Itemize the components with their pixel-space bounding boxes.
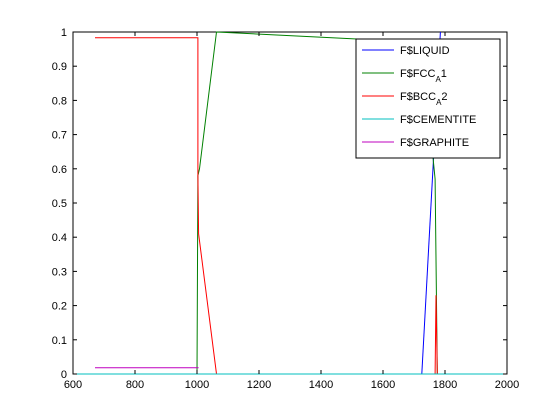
y-tick-label: 1: [61, 27, 67, 39]
y-tick-label: 0.8: [52, 95, 67, 107]
y-axis: 0 0.1 0.2 0.3 0.4 0.5 0.6 0.7 0.8 0.9 1: [52, 27, 507, 381]
x-tick-label: 600: [64, 379, 82, 391]
x-axis: 600 800 1000 1200 1400 1600 1800 2000: [64, 32, 519, 391]
y-tick-label: 0.6: [52, 164, 67, 176]
series-line-2: [95, 37, 438, 375]
x-tick-label: 1000: [185, 379, 209, 391]
x-tick-label: 1400: [309, 379, 333, 391]
legend-label-0: F$LIQUID: [400, 45, 450, 57]
x-tick-label: 1600: [371, 379, 395, 391]
x-tick-label: 800: [126, 379, 144, 391]
y-tick-label: 0.9: [52, 61, 67, 73]
y-tick-label: 0: [61, 369, 67, 381]
legend-box: [355, 38, 501, 159]
legend: F$LIQUID F$FCCA1 F$BCCA2 F$CEMENTITE F$GRAPH…: [355, 38, 501, 159]
x-tick-label: 1200: [247, 379, 271, 391]
y-tick-label: 0.5: [52, 198, 67, 210]
legend-label-4: F$GRAPHITE: [400, 137, 469, 149]
y-tick-label: 0.3: [52, 266, 67, 278]
x-tick-label: 2000: [495, 379, 519, 391]
x-tick-label: 1800: [433, 379, 457, 391]
legend-label-3: F$CEMENTITE: [400, 114, 476, 126]
legend-label-2: F$BCCA2: [400, 91, 448, 107]
y-tick-label: 0.2: [52, 301, 67, 313]
y-tick-label: 0.7: [52, 130, 67, 142]
legend-label-1: F$FCCA1: [400, 68, 447, 84]
y-tick-label: 0.1: [52, 335, 67, 347]
y-tick-label: 0.4: [52, 232, 67, 244]
